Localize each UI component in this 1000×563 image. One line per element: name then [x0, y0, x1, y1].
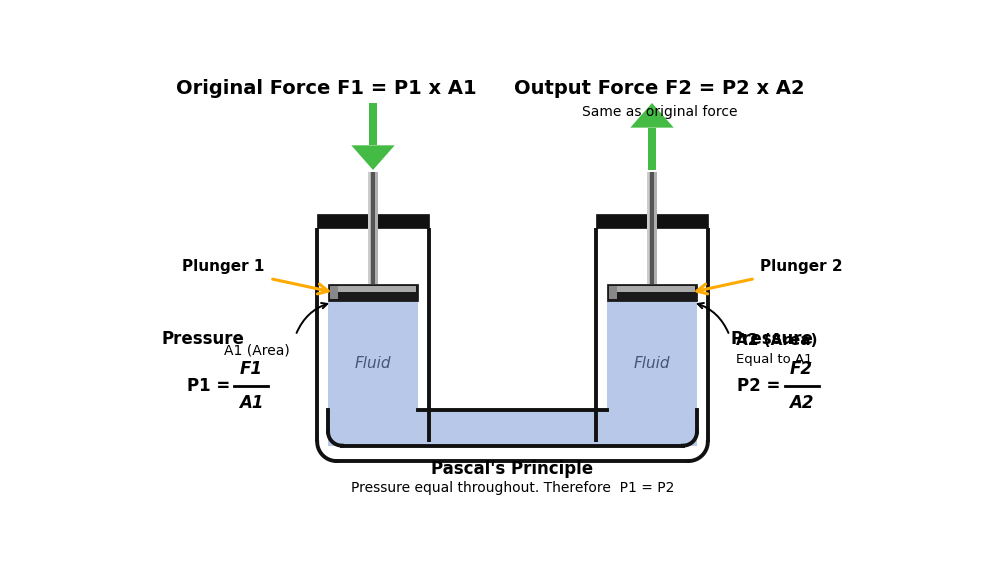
Bar	[320, 227, 426, 284]
Text: Same as original force: Same as original force	[582, 105, 738, 119]
Bar	[330, 285, 338, 299]
Text: A2 (Area): A2 (Area)	[736, 333, 817, 348]
Polygon shape	[328, 301, 697, 446]
Bar	[648, 128, 656, 170]
Bar	[596, 214, 708, 227]
Text: Equal to A1: Equal to A1	[736, 353, 812, 366]
Text: A1 (Area): A1 (Area)	[224, 343, 289, 357]
Text: Original Force F1 = P1 x A1: Original Force F1 = P1 x A1	[176, 79, 477, 98]
Text: Fluid: Fluid	[355, 356, 391, 371]
Polygon shape	[630, 103, 674, 128]
Text: A1: A1	[239, 394, 264, 412]
Bar	[371, 172, 375, 284]
Bar	[607, 284, 697, 301]
Text: F2: F2	[790, 360, 813, 378]
Text: P1 =: P1 =	[187, 377, 230, 395]
Text: Pascal's Principle: Pascal's Principle	[431, 460, 594, 478]
Bar	[330, 285, 416, 292]
Bar	[369, 103, 377, 145]
Text: F1: F1	[240, 360, 263, 378]
Text: P2 =: P2 =	[737, 377, 781, 395]
Text: Pressure: Pressure	[731, 330, 814, 348]
Bar	[609, 285, 617, 299]
Text: Fluid: Fluid	[634, 356, 670, 371]
Bar	[599, 227, 705, 284]
Bar	[647, 172, 649, 284]
Bar	[328, 284, 418, 301]
Text: Pressure: Pressure	[161, 330, 244, 348]
Bar	[368, 172, 370, 284]
Text: Plunger 2: Plunger 2	[761, 260, 843, 275]
Polygon shape	[351, 145, 395, 170]
Bar	[317, 214, 429, 227]
Text: A2: A2	[789, 394, 814, 412]
Bar	[647, 172, 657, 284]
Bar	[609, 285, 695, 292]
Bar	[650, 172, 654, 284]
Text: Output Force F2 = P2 x A2: Output Force F2 = P2 x A2	[514, 79, 805, 98]
Text: Plunger 1: Plunger 1	[182, 260, 264, 275]
Text: Pressure equal throughout. Therefore  P1 = P2: Pressure equal throughout. Therefore P1 …	[351, 481, 674, 495]
Bar	[368, 172, 378, 284]
